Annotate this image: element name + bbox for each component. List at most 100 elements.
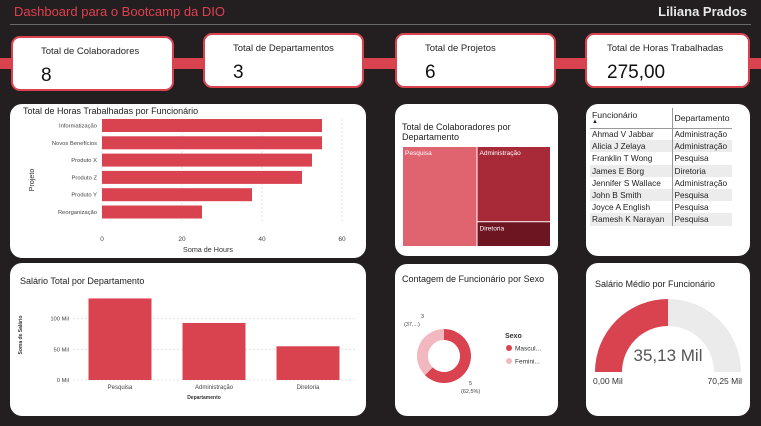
table-row[interactable]: Franklin T Wong Pesquisa: [590, 152, 732, 165]
table-row[interactable]: Ahmad V Jabbar Administração: [590, 128, 732, 141]
bar: [102, 119, 322, 132]
gauge-value: 35,13 Mil: [633, 346, 703, 365]
hours-bar-chart: 0 20 40 60 Informatização Novos Benefícios Pro…: [27, 119, 346, 254]
donut-slice: [424, 329, 471, 383]
donut-title: Contagem de Funcionário por Sexo: [402, 274, 545, 284]
donut-card[interactable]: Contagem de Funcionário por Sexo 5 (62,5%…: [395, 264, 558, 416]
bar: [102, 205, 202, 219]
cell-departamento: Diretoria: [672, 164, 732, 177]
table-row[interactable]: John B Smith Pesquisa: [590, 188, 732, 202]
category-label: Administração: [195, 385, 234, 391]
bar: [182, 322, 246, 380]
kpi-label: Total de Horas Trabalhadas: [607, 43, 724, 54]
legend-swatch: [506, 358, 512, 364]
x-tick-label: 60: [338, 236, 346, 243]
table-row[interactable]: Alicia J Zelaya Administração: [590, 140, 732, 153]
bar: [102, 153, 312, 167]
donut-value-label: 3: [421, 314, 424, 320]
dashboard-title: Dashboard para o Bootcamp da DIO: [14, 4, 226, 19]
table-row[interactable]: Ramesh K Narayan Pesquisa: [590, 213, 732, 226]
cell-funcionario: Ramesh K Narayan: [590, 213, 673, 226]
category-label: Novos Benefícios: [52, 141, 97, 147]
treemap-tile-label: Diretoria: [480, 225, 505, 232]
gauge-min-label: 0,00 Mil: [593, 376, 623, 386]
cell-funcionario: Alicia J Zelaya: [590, 140, 673, 153]
cell-departamento: Administração: [674, 177, 728, 188]
gauge-card[interactable]: Salário Médio por Funcionário 0,00 Mil 7…: [586, 263, 750, 416]
treemap-tile-label: Administração: [480, 150, 522, 157]
bar: [88, 298, 152, 380]
gauge-max-label: 70,25 Mil: [707, 376, 743, 386]
salary-chart-title: Salário Total por Departamento: [20, 276, 145, 286]
cell-funcionario: John B Smith: [590, 188, 673, 202]
employee-table-card[interactable]: Funcionário ▲ Departamento Ahmad V Jabbar…: [586, 104, 750, 256]
salary-chart-card[interactable]: Salário Total por Departamento 0 Mil 50 M…: [10, 263, 366, 416]
donut-percent-label: (62,5%): [461, 389, 480, 395]
cell-departamento: Pesquisa: [672, 213, 732, 226]
x-tick-label: 40: [258, 236, 266, 243]
cell-funcionario: James E Borg: [590, 164, 673, 177]
salary-bar-chart: 0 Mil 50 Mil 100 Mil Pesquisa Administração D…: [18, 298, 355, 401]
gauge-title: Salário Médio por Funcionário: [595, 279, 716, 289]
user-name: Liliana Prados: [658, 4, 747, 19]
cell-departamento: Administração: [674, 129, 728, 140]
donut-percent-label: (37,...): [404, 322, 420, 328]
table-row[interactable]: James E Borg Diretoria: [590, 164, 732, 177]
treemap-tile: [477, 222, 550, 246]
x-tick-label: 0: [100, 236, 104, 243]
sort-ascending-icon[interactable]: ▲: [592, 119, 598, 126]
y-tick-label: 100 Mil: [50, 317, 69, 323]
kpi-card-colaboradores[interactable]: Total de Colaboradores 8: [11, 36, 174, 91]
table-row[interactable]: Jennifer S Wallace Administração: [590, 176, 732, 189]
kpi-value: 6: [425, 62, 436, 83]
treemap-tile: [403, 147, 477, 246]
hours-chart-card[interactable]: Total de Horas Trabalhadas por Funcionár…: [10, 104, 366, 258]
kpi-card-horas[interactable]: Total de Horas Trabalhadas 275,00: [585, 33, 750, 88]
header-divider: [10, 24, 751, 25]
kpi-value: 8: [41, 65, 52, 86]
bar: [102, 136, 322, 150]
cell-departamento: Pesquisa: [674, 202, 709, 213]
donut-value-label: 5: [469, 381, 472, 387]
treemap-tile-label: Pesquisa: [405, 150, 432, 157]
bar: [102, 188, 252, 202]
bar: [276, 346, 340, 380]
department-treemap: Pesquisa Administração Diretoria: [403, 147, 550, 246]
table-row[interactable]: Joyce A English Pesquisa: [590, 201, 732, 214]
cell-departamento: Pesquisa: [672, 188, 732, 202]
legend-swatch: [506, 345, 512, 351]
treemap-tile: [477, 147, 550, 222]
x-tick-label: 20: [178, 236, 186, 243]
treemap-card[interactable]: Total de Colaboradores por Departamento …: [395, 104, 558, 256]
hours-chart-title: Total de Horas Trabalhadas por Funcionár…: [23, 106, 199, 116]
treemap-title: Total de Colaboradores por Departamento: [402, 122, 511, 142]
category-label: Produto X: [71, 158, 97, 164]
y-tick-label: 0 Mil: [57, 378, 69, 384]
kpi-value: 3: [233, 62, 244, 83]
x-axis-label: Departamento: [187, 395, 221, 401]
gender-donut-chart: 5 (62,5%) 3(37,...) Sexo Mascul... Femini...: [404, 314, 541, 395]
y-axis-label: Soma de Salário: [18, 316, 24, 355]
category-label: Reorganização: [58, 210, 97, 216]
x-axis-label: Soma de Hours: [183, 245, 233, 254]
cell-funcionario: Joyce A English: [590, 201, 673, 214]
column-header-departamento[interactable]: Departamento: [672, 108, 732, 129]
category-label: Informatização: [59, 124, 97, 130]
kpi-label: Total de Colaboradores: [41, 46, 140, 57]
category-label: Diretoria: [297, 385, 320, 391]
gauge-fill: [595, 299, 669, 372]
legend-title: Sexo: [505, 333, 522, 340]
kpi-card-departamentos[interactable]: Total de Departamentos 3: [203, 33, 364, 88]
donut-slice: [417, 329, 444, 376]
category-label: Produto Y: [71, 193, 97, 199]
kpi-label: Total de Departamentos: [233, 43, 334, 54]
cell-departamento: Pesquisa: [674, 153, 709, 164]
category-label: Produto Z: [72, 175, 98, 181]
y-tick-label: 50 Mil: [54, 347, 69, 353]
employee-table: Funcionário ▲ Departamento Ahmad V Jabbar…: [590, 108, 732, 226]
kpi-card-projetos[interactable]: Total de Projetos 6: [395, 33, 556, 88]
cell-funcionario: Ahmad V Jabbar: [590, 128, 673, 141]
kpi-label: Total de Projetos: [425, 43, 496, 54]
kpi-value: 275,00: [607, 62, 666, 83]
column-header-funcionario[interactable]: Funcionário ▲: [590, 108, 673, 129]
